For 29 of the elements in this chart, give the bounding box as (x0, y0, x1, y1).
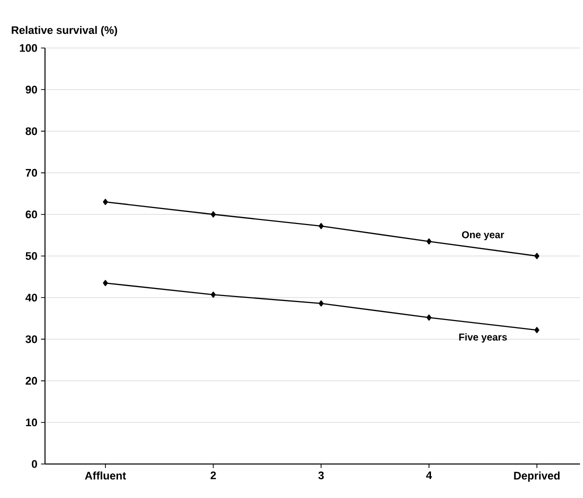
point (102, 280, 108, 286)
x-tick-label: 3 (318, 472, 324, 480)
point (534, 252, 540, 260)
y-tick-label: 70 (26, 168, 38, 177)
y-tick-label: 60 (26, 210, 38, 218)
y-tick-label: 50 (26, 252, 38, 260)
series-label: Five years (459, 333, 507, 343)
point (102, 198, 108, 206)
series-label: One year (462, 231, 504, 240)
y-tick-label: 0 (32, 460, 38, 468)
x-tick-label: Affluent (84, 472, 126, 480)
y-tick-label: 40 (25, 294, 38, 302)
y-tick-label: 90 (26, 86, 38, 94)
point (534, 326, 540, 334)
y-tick-label: 100 (20, 44, 38, 52)
point (210, 292, 216, 298)
y-axis-title: Relative survival (%) (12, 26, 118, 36)
x-tick-label: 4 (426, 472, 432, 480)
x-tick-label: Deprived (514, 472, 560, 482)
point (426, 314, 432, 321)
point (318, 222, 324, 230)
point (426, 238, 432, 245)
y-tick-label: 20 (26, 376, 38, 385)
y-tick-label: 10 (26, 418, 38, 426)
y-tick-label: 30 (26, 335, 38, 344)
point (210, 211, 216, 218)
x-tick-label: 2 (210, 472, 216, 480)
y-tick-label: 80 (26, 127, 38, 136)
point (318, 300, 324, 307)
